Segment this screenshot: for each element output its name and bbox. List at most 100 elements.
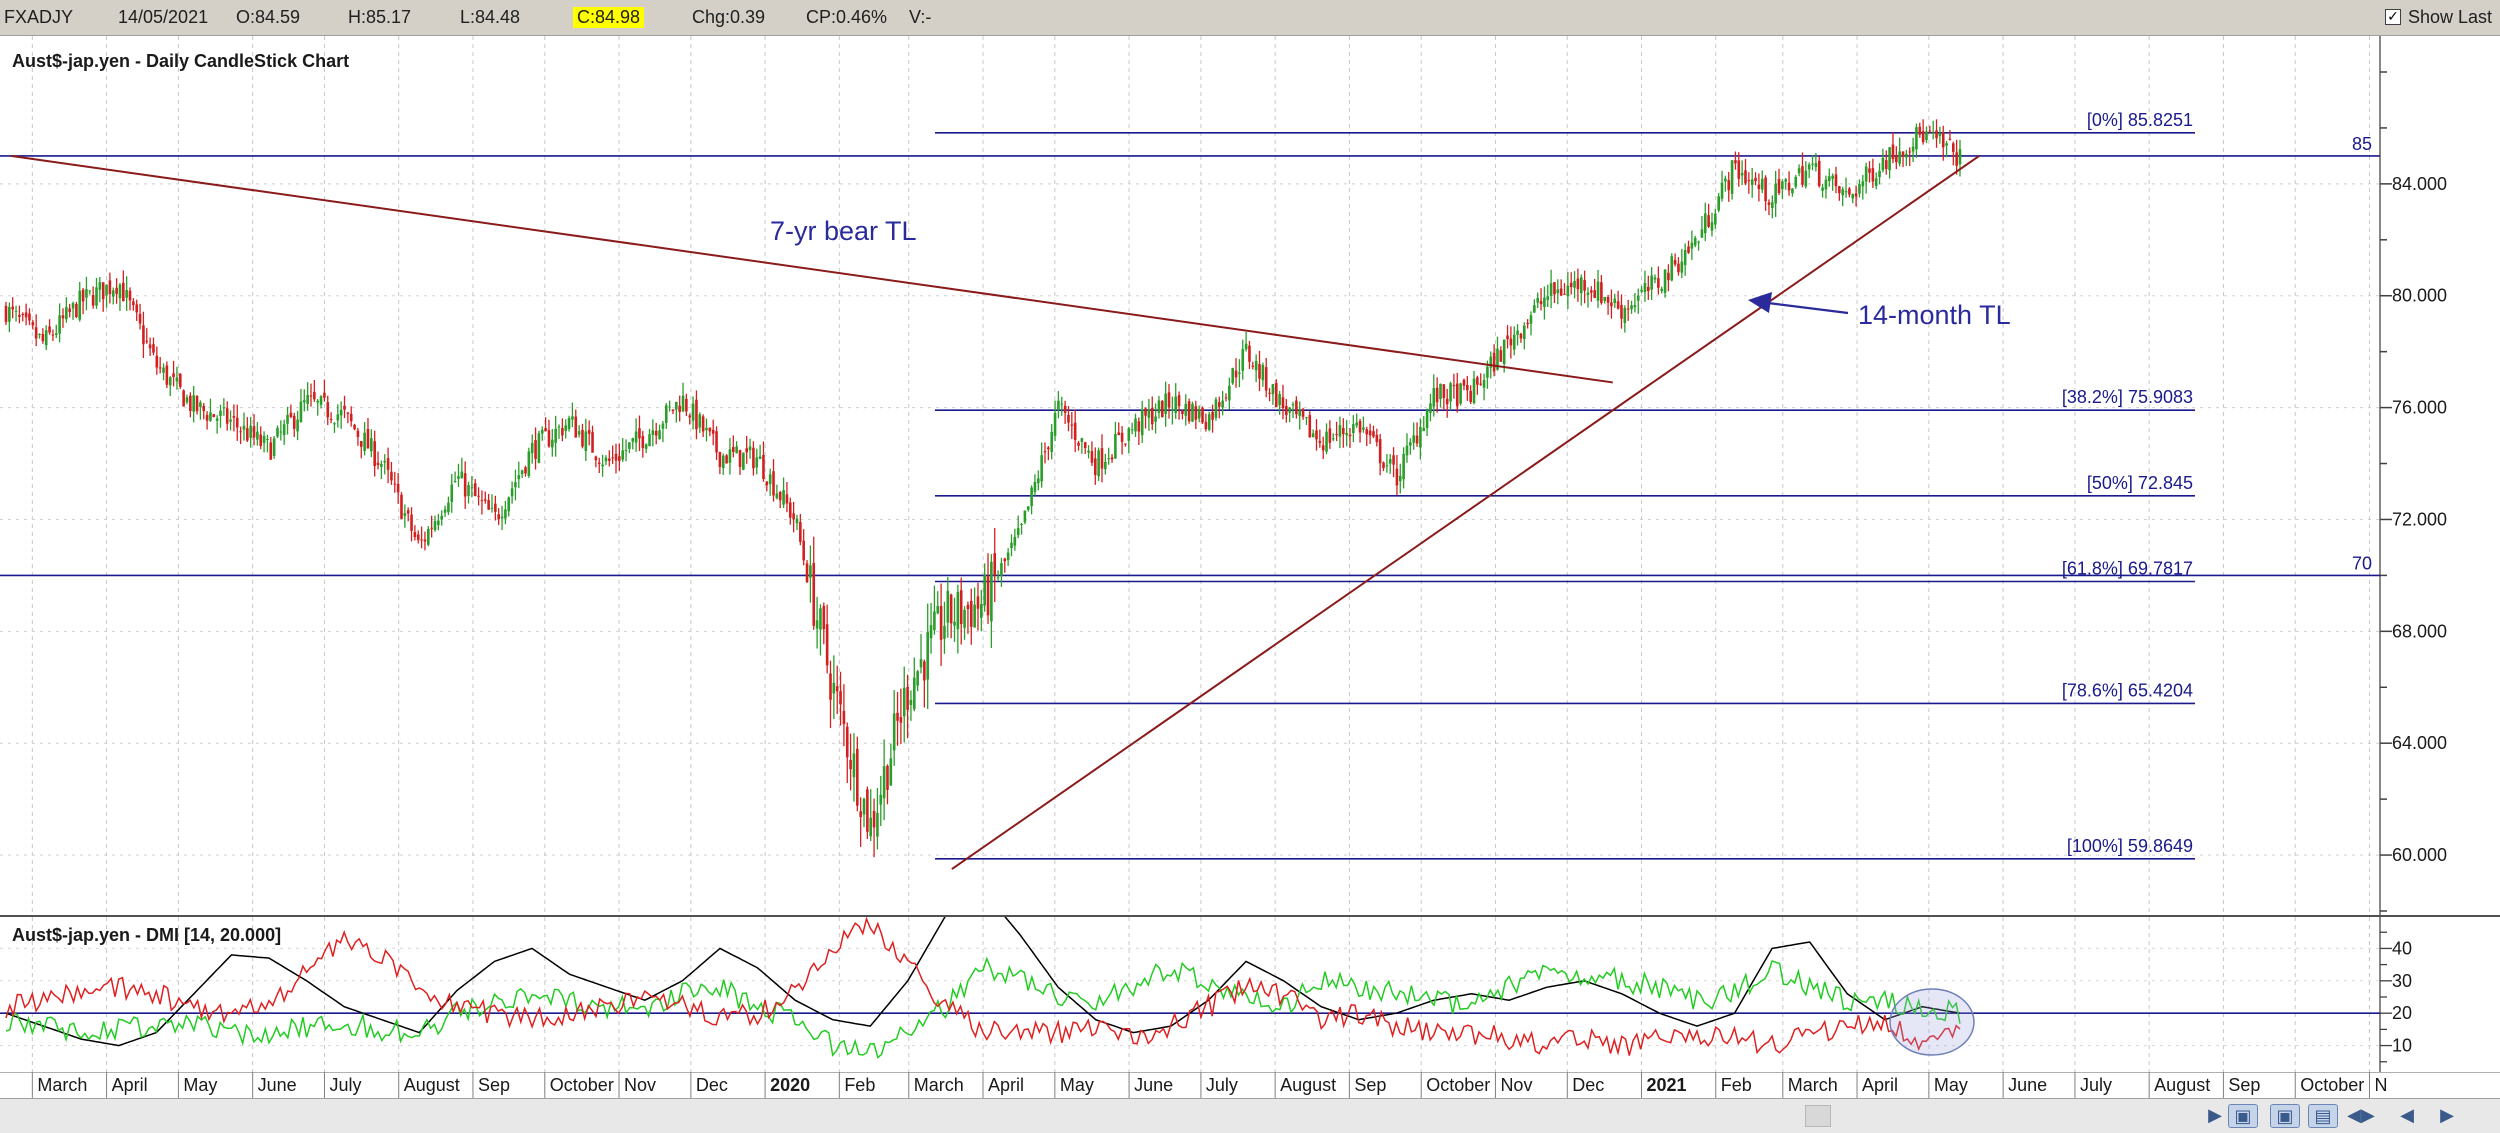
- candle-body: [802, 540, 805, 561]
- candle-body: [1010, 542, 1013, 549]
- candle-body: [54, 333, 58, 335]
- candle-body: [969, 600, 973, 627]
- candle-body: [685, 398, 688, 412]
- dmi-chart-title: Aust$-jap.yen - DMI [14, 20.000]: [12, 925, 281, 945]
- candle-body: [309, 395, 313, 397]
- candle-body: [866, 789, 869, 832]
- candle-body: [1496, 348, 1499, 370]
- candle-body: [1057, 400, 1060, 411]
- candle-body: [768, 474, 772, 485]
- candle-body: [61, 315, 65, 319]
- candle-body: [1533, 305, 1536, 313]
- candle-body: [651, 430, 655, 435]
- candle-body: [323, 392, 326, 398]
- candle-body: [1053, 412, 1057, 436]
- candle-body: [856, 748, 859, 806]
- candle-body: [1895, 155, 1898, 163]
- candle-body: [1298, 410, 1302, 416]
- candle-body: [467, 484, 470, 497]
- candle-body: [1717, 196, 1720, 211]
- candle-body: [406, 510, 410, 514]
- candle-body: [1841, 189, 1844, 196]
- candle-body: [1844, 191, 1848, 193]
- candle-body: [1120, 432, 1124, 442]
- candle-body: [296, 419, 299, 432]
- candle-body: [78, 290, 82, 320]
- pan-arrows-icon: ◀▶: [2347, 1105, 2375, 1126]
- candle-body: [869, 817, 873, 837]
- candle-body: [11, 306, 15, 310]
- zoom-in-button[interactable]: ▣: [2270, 1104, 2300, 1128]
- price-chart[interactable]: 85 70 [0%] 85.8251 [38.2%] 75.9083 [50%] 72…: [0, 36, 2500, 917]
- candle-body: [1114, 433, 1117, 459]
- pan-both-button[interactable]: ◀▶: [2346, 1104, 2376, 1128]
- price-tick-label: 64.000: [2392, 733, 2447, 753]
- candle-body: [1925, 131, 1928, 141]
- candle-body: [939, 605, 943, 640]
- fit-button[interactable]: ▤: [2308, 1104, 2338, 1128]
- date-label: 14/05/2021: [118, 7, 209, 27]
- candle-body: [71, 303, 75, 309]
- candle-body: [1080, 438, 1084, 442]
- candle-body: [557, 426, 561, 428]
- candle-body: [745, 448, 749, 453]
- candle-body: [980, 604, 983, 618]
- candle-body: [1881, 157, 1885, 171]
- fibonacci-levels[interactable]: [0%] 85.8251 [38.2%] 75.9083 [50%] 72.845 […: [935, 110, 2195, 860]
- candle-body: [18, 315, 21, 317]
- candle-body: [1536, 298, 1539, 303]
- candle-body: [1888, 147, 1891, 171]
- change-label: Chg:0.39: [692, 7, 766, 27]
- status-bar: ▶ ▣ ▣ ▤ ◀▶ ◀ ▶: [0, 1098, 2500, 1133]
- candle-body: [370, 438, 373, 452]
- candle-body: [125, 290, 128, 298]
- dmi-tick-label: 30: [2392, 971, 2412, 991]
- scrollbar-thumb[interactable]: [1805, 1105, 1831, 1127]
- price-tick-label: 84.000: [2392, 174, 2447, 194]
- candle-body: [135, 304, 139, 313]
- candle-body: [815, 620, 819, 629]
- candle-body: [1321, 445, 1325, 451]
- candle-body: [1506, 335, 1509, 340]
- time-tick-label: June: [2008, 1075, 2047, 1095]
- trendlines[interactable]: [10, 154, 1980, 870]
- candle-body: [1878, 170, 1881, 178]
- candle-body: [41, 333, 45, 342]
- candle-body: [138, 313, 142, 324]
- price-horizontal-levels[interactable]: 85 70: [0, 134, 2380, 577]
- candle-body: [222, 407, 226, 409]
- candle-body: [286, 414, 289, 424]
- candle-body: [319, 396, 323, 405]
- step-back-button[interactable]: ◀: [2392, 1104, 2422, 1128]
- candle-body: [1412, 435, 1415, 443]
- trendline[interactable]: [951, 155, 1980, 870]
- triangle-right-icon: ▶: [2208, 1105, 2222, 1126]
- candle-body: [1539, 300, 1543, 305]
- candle-body: [1827, 176, 1831, 182]
- candle-body: [1643, 282, 1647, 292]
- candle-body: [4, 305, 8, 323]
- candle-body: [547, 430, 551, 447]
- candle-body: [1951, 143, 1955, 152]
- candle-body: [1817, 160, 1821, 187]
- dmi-chart[interactable]: 10 20 30 40 Aust$-jap.yen - DMI [14, 20.000…: [0, 917, 2500, 1072]
- zoom-out-button[interactable]: ▣: [2228, 1104, 2258, 1128]
- candle-body: [721, 455, 725, 469]
- trendline[interactable]: [10, 154, 1613, 384]
- time-tick-label: October: [1426, 1075, 1490, 1095]
- candle-body: [1462, 379, 1466, 386]
- time-tick-label: July: [1206, 1075, 1238, 1095]
- candle-body: [1901, 151, 1905, 157]
- price-tick-label: 72.000: [2392, 509, 2447, 529]
- candle-body: [1606, 296, 1610, 303]
- candle-body: [1921, 131, 1925, 143]
- candle-body: [1291, 404, 1295, 406]
- scroll-right-button[interactable]: ▶: [2200, 1104, 2230, 1128]
- step-forward-button[interactable]: ▶: [2432, 1104, 2462, 1128]
- candle-body: [1070, 424, 1074, 426]
- show-last-checkbox[interactable]: ✓: [2385, 9, 2401, 25]
- candle-body: [1073, 422, 1077, 441]
- candle-body: [520, 470, 524, 474]
- candle-body: [195, 395, 199, 412]
- candle-body: [882, 766, 886, 799]
